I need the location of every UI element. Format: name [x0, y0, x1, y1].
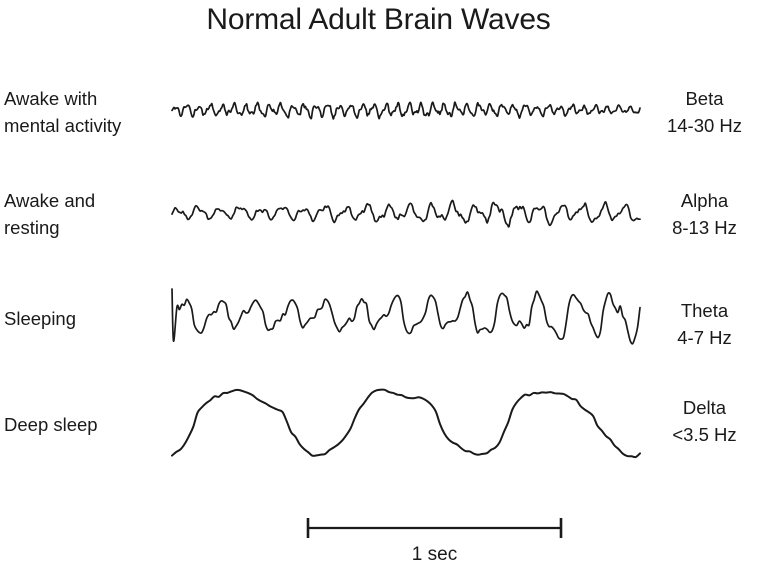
band-frequency-theta: 4-7 Hz: [677, 327, 732, 348]
band-name-alpha: Alpha: [680, 190, 729, 211]
band-frequency-beta: 14-30 Hz: [666, 115, 743, 136]
scale-bar: [306, 518, 563, 538]
band-name-delta: Delta: [682, 397, 727, 418]
state-label-delta: Deep sleep: [4, 414, 98, 435]
state-label-beta: Awake with mental activity: [4, 88, 122, 136]
scale-bar-caption: 1 sec: [411, 544, 458, 565]
state-label-alpha: Awake and resting: [4, 190, 96, 238]
state-label-theta: Sleeping: [4, 308, 77, 329]
band-frequency-alpha: 8-13 Hz: [672, 217, 737, 238]
waveform-trace-beta: [171, 101, 641, 120]
band-label-theta: Theta 4-7 Hz: [652, 297, 757, 351]
waveform-trace-delta: [171, 388, 641, 459]
band-label-alpha: Alpha 8-13 Hz: [652, 187, 757, 241]
waveform-trace-alpha: [171, 199, 641, 228]
waveform-trace-theta: [171, 288, 641, 345]
band-label-beta: Beta 14-30 Hz: [652, 85, 757, 139]
band-name-beta: Beta: [685, 88, 724, 109]
page-title: Normal Adult Brain Waves: [206, 3, 551, 36]
band-frequency-delta: <3.5 Hz: [672, 424, 737, 445]
band-label-delta: Delta <3.5 Hz: [652, 394, 757, 448]
band-name-theta: Theta: [680, 300, 729, 321]
